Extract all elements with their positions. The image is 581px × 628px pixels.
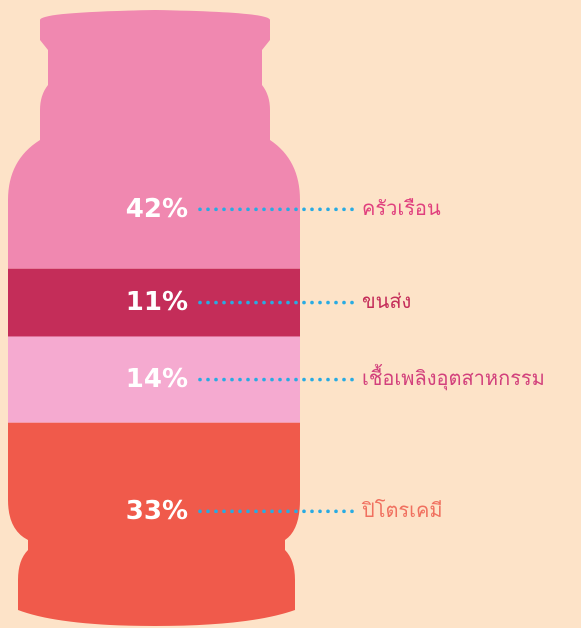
leader-dot	[262, 510, 266, 514]
leader-dot	[254, 510, 258, 514]
leader-dot	[342, 378, 346, 382]
leader-dot	[254, 208, 258, 212]
chart: 42% ครัวเรือน 11% ขนส่ง 14% เชื้อเพลิงอุตสาหก…	[0, 0, 581, 628]
leader-dot	[302, 510, 306, 514]
leader-dot	[286, 301, 290, 305]
leader-dot	[206, 378, 210, 382]
leader-dot	[302, 301, 306, 305]
leader-dot	[206, 510, 210, 514]
leader-dot	[342, 510, 346, 514]
leader-dot	[270, 208, 274, 212]
leader-dot	[214, 301, 218, 305]
leader-dot	[238, 301, 242, 305]
leader-dot	[214, 208, 218, 212]
leader-dot	[310, 510, 314, 514]
leader-dot	[246, 510, 250, 514]
leader-dot	[334, 510, 338, 514]
value-label: 14%	[126, 364, 188, 394]
leader-dot	[286, 378, 290, 382]
leader-dot	[230, 378, 234, 382]
category-label: ปิโตรเคมี	[362, 498, 443, 522]
leader-dot	[198, 301, 202, 305]
leader-dot	[246, 301, 250, 305]
leader-dot	[262, 378, 266, 382]
leader-dot	[278, 378, 282, 382]
leader-dot	[254, 378, 258, 382]
segment	[0, 10, 310, 269]
leader-dot	[270, 378, 274, 382]
leader-dot	[302, 378, 306, 382]
leader-dot	[262, 301, 266, 305]
leader-dot	[294, 208, 298, 212]
category-label: ขนส่ง	[362, 289, 411, 313]
leader-dot	[206, 301, 210, 305]
leader-dot	[230, 510, 234, 514]
leader-dot	[350, 301, 354, 305]
leader-dot	[334, 378, 338, 382]
leader-dot	[238, 208, 242, 212]
value-label: 33%	[126, 496, 188, 526]
leader-dot	[302, 208, 306, 212]
leader-dot	[222, 301, 226, 305]
leader-dot	[310, 208, 314, 212]
leader-dot	[262, 208, 266, 212]
leader-dot	[278, 208, 282, 212]
leader-dot	[326, 208, 330, 212]
leader-dot	[254, 301, 258, 305]
leader-dot	[326, 510, 330, 514]
leader-dot	[326, 301, 330, 305]
leader-dot	[334, 301, 338, 305]
leader-dot	[198, 510, 202, 514]
category-label: เชื้อเพลิงอุตสาหกรรม	[362, 364, 545, 391]
leader-dot	[206, 208, 210, 212]
leader-dot	[270, 510, 274, 514]
leader-dot	[318, 301, 322, 305]
leader-dot	[294, 510, 298, 514]
leader-dot	[198, 208, 202, 212]
leader-dot	[310, 378, 314, 382]
leader-dot	[334, 208, 338, 212]
leader-dot	[342, 301, 346, 305]
leader-dot	[350, 378, 354, 382]
leader-dot	[222, 378, 226, 382]
leader-dot	[318, 208, 322, 212]
leader-dot	[270, 301, 274, 305]
leader-dot	[246, 208, 250, 212]
leader-dot	[238, 510, 242, 514]
leader-dot	[230, 208, 234, 212]
leader-dot	[286, 208, 290, 212]
leader-dot	[214, 378, 218, 382]
value-label: 11%	[126, 287, 188, 317]
leader-dot	[198, 378, 202, 382]
leader-dot	[350, 208, 354, 212]
leader-dot	[318, 378, 322, 382]
leader-dot	[222, 510, 226, 514]
leader-dot	[278, 301, 282, 305]
page: 42% ครัวเรือน 11% ขนส่ง 14% เชื้อเพลิงอุตสาหก…	[0, 0, 581, 628]
leader-dot	[318, 510, 322, 514]
leader-dot	[278, 510, 282, 514]
leader-dot	[294, 378, 298, 382]
leader-dot	[310, 301, 314, 305]
leader-dot	[342, 208, 346, 212]
leader-dot	[214, 510, 218, 514]
leader-dot	[326, 378, 330, 382]
leader-dot	[230, 301, 234, 305]
value-label: 42%	[126, 194, 188, 224]
leader-dot	[246, 378, 250, 382]
cylinder	[0, 10, 310, 626]
leader-dot	[238, 378, 242, 382]
category-label: ครัวเรือน	[362, 196, 441, 220]
leader-dot	[350, 510, 354, 514]
leader-dot	[286, 510, 290, 514]
leader-dot	[222, 208, 226, 212]
leader-dot	[294, 301, 298, 305]
